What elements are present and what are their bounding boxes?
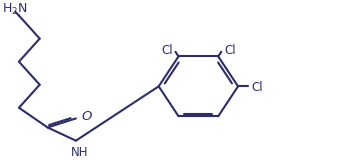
Text: H$_2$N: H$_2$N	[2, 2, 27, 17]
Text: Cl: Cl	[251, 81, 263, 94]
Text: Cl: Cl	[161, 44, 172, 57]
Text: Cl: Cl	[224, 44, 236, 57]
Text: O: O	[81, 110, 91, 123]
Text: NH: NH	[71, 146, 88, 159]
